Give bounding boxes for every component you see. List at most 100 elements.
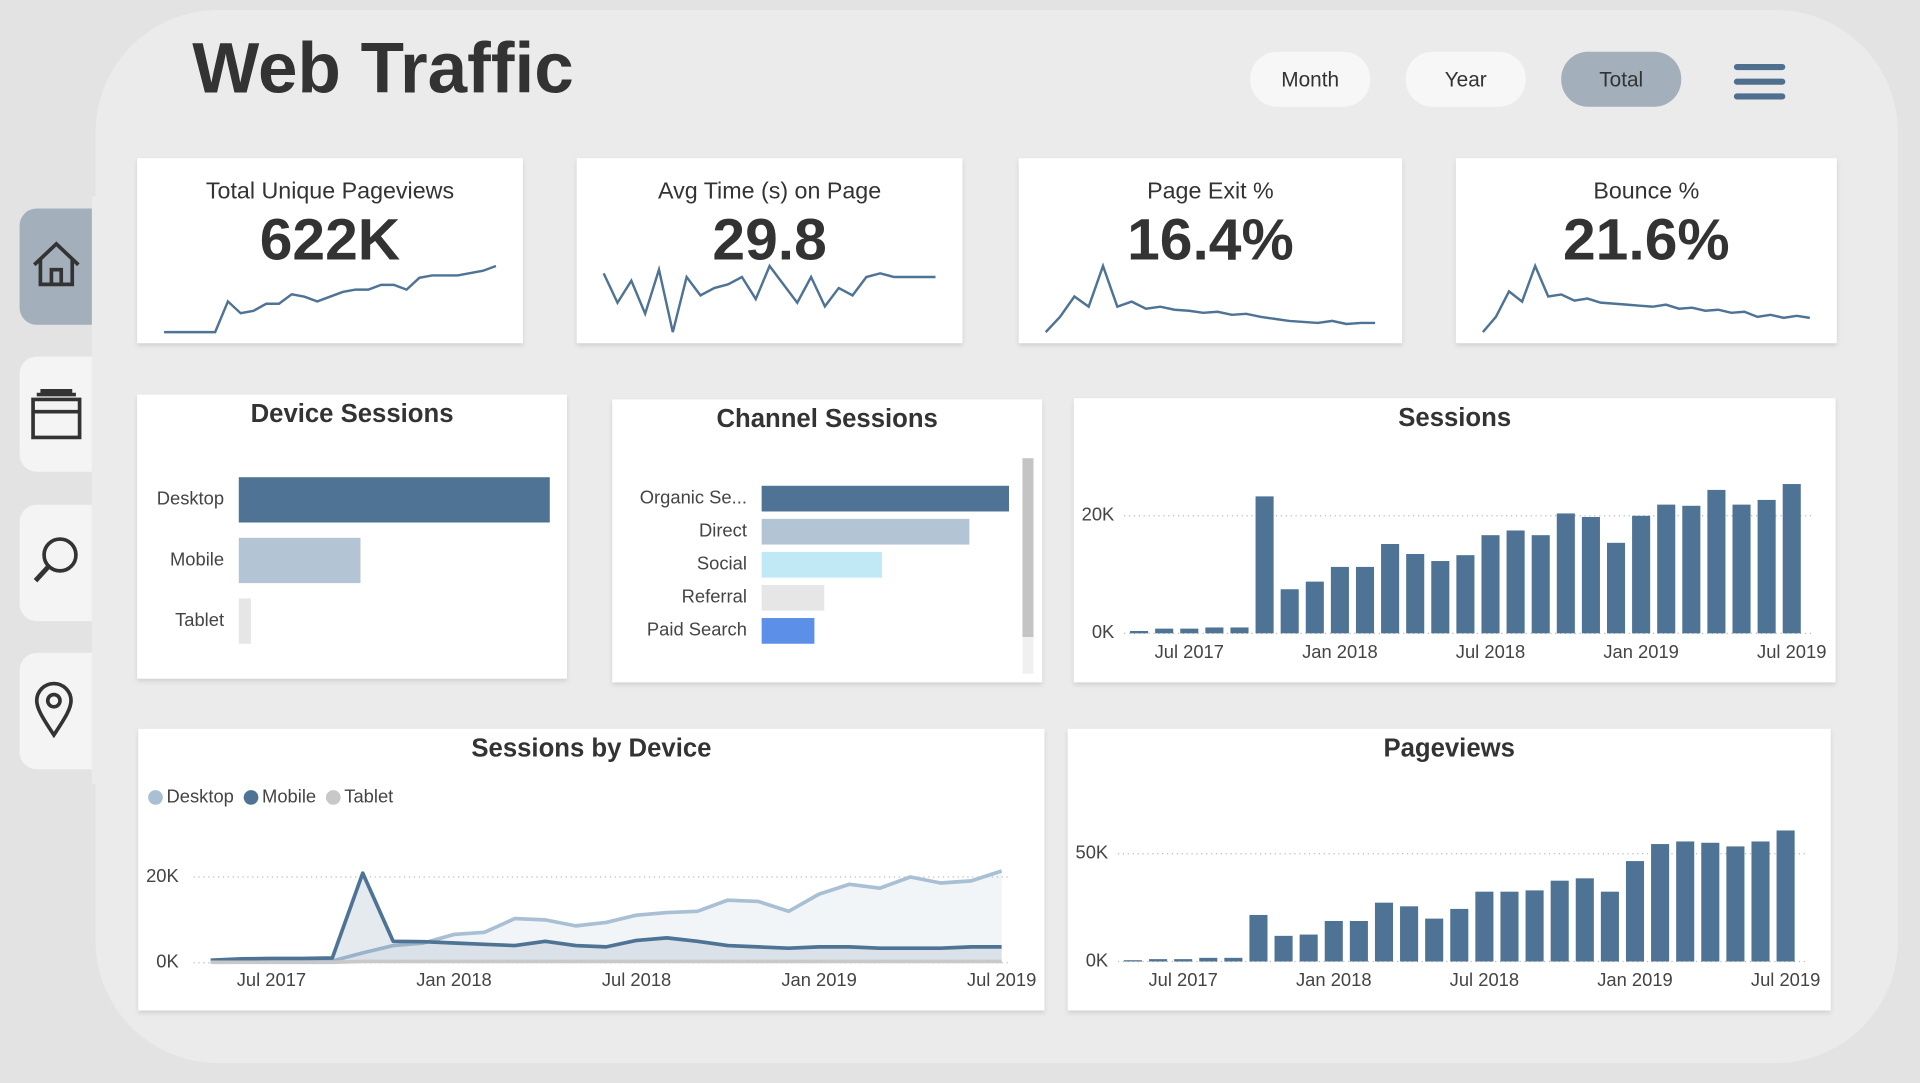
category-label: Desktop xyxy=(157,488,224,509)
bar xyxy=(1199,957,1218,962)
series-line xyxy=(210,871,1002,962)
bar xyxy=(1324,920,1343,962)
y-tick-label: 20K xyxy=(1082,504,1115,525)
bar xyxy=(1149,959,1168,962)
search-handle xyxy=(33,564,51,583)
bar xyxy=(1249,914,1268,962)
bar xyxy=(1374,902,1394,962)
bar xyxy=(1381,543,1400,634)
kpi-value: 29.8 xyxy=(712,207,826,272)
x-tick-label: Jan 2019 xyxy=(1603,641,1679,662)
toggle-button[interactable]: Year xyxy=(1405,51,1526,107)
button-label: Year xyxy=(1445,69,1487,92)
legend-label: Mobile xyxy=(262,785,316,806)
nav-mask xyxy=(91,196,129,784)
series-line xyxy=(210,959,1002,965)
bar xyxy=(1525,890,1544,962)
x-tick-label: Jul 2018 xyxy=(602,969,671,990)
chart-title: Pageviews xyxy=(1383,734,1514,762)
bar xyxy=(1425,918,1444,962)
bar xyxy=(1174,959,1193,962)
bar xyxy=(1155,628,1174,634)
bar xyxy=(1556,513,1575,634)
bar xyxy=(1550,880,1569,962)
bar xyxy=(1782,484,1801,634)
bar xyxy=(238,477,550,523)
x-tick-label: Jul 2017 xyxy=(237,969,306,990)
scroll-thumb xyxy=(1022,458,1034,638)
bar xyxy=(1355,566,1375,634)
menu-bar xyxy=(1733,93,1786,100)
bar xyxy=(1330,566,1349,634)
button-bg xyxy=(1250,51,1371,107)
bar xyxy=(1349,920,1368,962)
bar xyxy=(1431,561,1450,634)
bar xyxy=(1500,891,1519,962)
kpi-value: 21.6% xyxy=(1563,207,1730,272)
bar xyxy=(1701,842,1720,962)
bar xyxy=(1726,846,1745,962)
bar xyxy=(761,584,825,611)
bar xyxy=(1676,841,1695,962)
kpi-value: 16.4% xyxy=(1127,207,1294,272)
x-tick-label: Jan 2018 xyxy=(1302,641,1378,662)
category-label: Direct xyxy=(699,520,747,541)
home-icon xyxy=(33,241,80,287)
y-tick-label: 50K xyxy=(1075,842,1108,863)
chart-title: Sessions xyxy=(1398,404,1511,432)
x-tick-label: Jul 2017 xyxy=(1148,969,1217,990)
kpi-card xyxy=(137,158,523,344)
bar xyxy=(1707,489,1726,634)
bar xyxy=(1757,499,1776,634)
nav xyxy=(19,196,129,784)
category-label: Social xyxy=(697,553,747,574)
bar xyxy=(1475,891,1494,962)
category-label: Referral xyxy=(682,586,747,607)
bar xyxy=(1224,957,1243,962)
bar xyxy=(1682,505,1701,634)
legend-label: Desktop xyxy=(167,785,234,806)
bar xyxy=(1180,628,1199,634)
toggle-button[interactable]: Total xyxy=(1561,51,1682,107)
page-title: Web Traffic xyxy=(192,30,573,109)
bar xyxy=(1651,844,1670,962)
menu-bar xyxy=(1733,78,1786,85)
y-tick-label: 0K xyxy=(1092,621,1115,642)
bar xyxy=(1230,627,1249,634)
bar xyxy=(1130,630,1149,634)
category-label: Paid Search xyxy=(647,619,747,640)
bar xyxy=(1255,496,1274,634)
bar xyxy=(1406,553,1425,634)
chart-title: Device Sessions xyxy=(251,400,454,428)
pages-icon xyxy=(31,389,82,440)
chart-title: Channel Sessions xyxy=(716,405,937,433)
pin-dot xyxy=(45,692,62,709)
kpi-label: Page Exit % xyxy=(1147,178,1274,204)
bar xyxy=(761,485,1009,512)
chart-title: Sessions by Device xyxy=(471,734,711,762)
button-bg xyxy=(1405,51,1526,107)
kpi-label: Avg Time (s) on Page xyxy=(658,178,881,204)
legend-label: Tablet xyxy=(344,785,393,806)
x-tick-label: Jul 2017 xyxy=(1155,641,1224,662)
category-label: Tablet xyxy=(175,609,224,630)
bar xyxy=(761,618,815,644)
x-tick-label: Jul 2019 xyxy=(1751,969,1820,990)
x-tick-label: Jul 2018 xyxy=(1450,969,1519,990)
kpi-label: Bounce % xyxy=(1593,178,1699,204)
bar xyxy=(1280,589,1299,634)
bar xyxy=(1481,535,1500,634)
toggle-button[interactable]: Month xyxy=(1250,51,1371,107)
bar xyxy=(1456,555,1475,634)
menu-icon[interactable] xyxy=(1733,63,1786,100)
bar xyxy=(238,598,251,644)
kpi-card xyxy=(576,158,963,344)
kpi-card xyxy=(1455,158,1837,344)
bar xyxy=(1531,535,1550,634)
button-bg xyxy=(1561,51,1682,107)
legend-swatch xyxy=(325,790,341,805)
category-label: Organic Se... xyxy=(640,486,747,507)
legend-swatch xyxy=(243,790,259,805)
bar xyxy=(238,537,361,584)
bar xyxy=(1657,504,1676,634)
